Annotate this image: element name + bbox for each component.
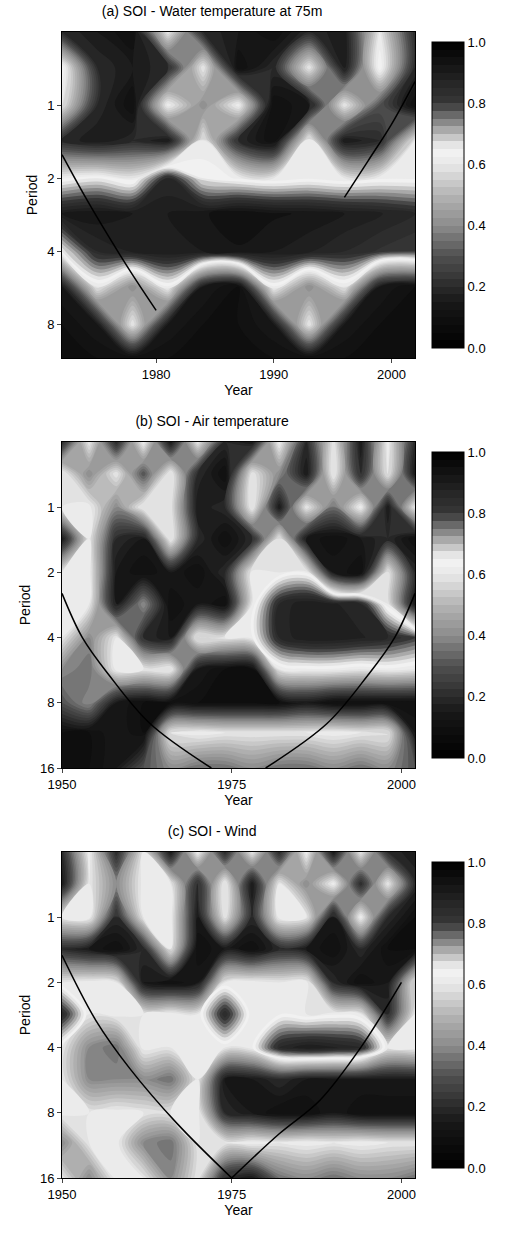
svg-text:0.6: 0.6 (468, 567, 486, 582)
svg-text:0.0: 0.0 (468, 1161, 486, 1176)
svg-text:1.0: 1.0 (468, 35, 486, 50)
svg-text:1990: 1990 (259, 367, 288, 382)
svg-text:Period: Period (17, 585, 33, 625)
svg-text:4: 4 (47, 244, 54, 259)
svg-text:1975: 1975 (217, 1187, 246, 1202)
svg-text:1975: 1975 (217, 777, 246, 792)
svg-text:1.0: 1.0 (468, 445, 486, 460)
svg-text:0.6: 0.6 (468, 157, 486, 172)
svg-text:2000: 2000 (387, 777, 416, 792)
svg-text:0.4: 0.4 (468, 628, 486, 643)
svg-text:2: 2 (47, 975, 54, 990)
svg-text:Year: Year (224, 382, 253, 398)
svg-text:8: 8 (47, 1105, 54, 1120)
svg-text:(a) SOI - Water temperature at: (a) SOI - Water temperature at 75m (102, 3, 322, 19)
svg-text:1950: 1950 (48, 777, 77, 792)
svg-text:(b) SOI - Air temperature: (b) SOI - Air temperature (135, 413, 288, 429)
svg-text:2000: 2000 (387, 1187, 416, 1202)
svg-text:0.6: 0.6 (468, 977, 486, 992)
svg-text:0.2: 0.2 (468, 1099, 486, 1114)
svg-text:1950: 1950 (48, 1187, 77, 1202)
svg-text:16: 16 (40, 1171, 54, 1186)
svg-text:0.8: 0.8 (468, 506, 486, 521)
svg-text:8: 8 (47, 317, 54, 332)
svg-text:4: 4 (47, 1040, 54, 1055)
svg-text:0.4: 0.4 (468, 218, 486, 233)
svg-text:8: 8 (47, 695, 54, 710)
svg-text:0.4: 0.4 (468, 1038, 486, 1053)
svg-text:Period: Period (24, 175, 40, 215)
svg-text:0.2: 0.2 (468, 279, 486, 294)
svg-text:Year: Year (224, 792, 253, 808)
svg-text:0.2: 0.2 (468, 689, 486, 704)
svg-text:1.0: 1.0 (468, 855, 486, 870)
svg-text:2: 2 (47, 171, 54, 186)
svg-text:1: 1 (47, 910, 54, 925)
svg-text:1: 1 (47, 500, 54, 515)
svg-text:0.0: 0.0 (468, 341, 486, 356)
svg-text:Period: Period (17, 995, 33, 1035)
svg-text:0.8: 0.8 (468, 96, 486, 111)
svg-text:1: 1 (47, 98, 54, 113)
svg-text:16: 16 (40, 761, 54, 776)
svg-text:2: 2 (47, 565, 54, 580)
svg-text:0.0: 0.0 (468, 751, 486, 766)
svg-text:0.8: 0.8 (468, 916, 486, 931)
svg-text:(c) SOI - Wind: (c) SOI - Wind (168, 823, 257, 839)
svg-text:2000: 2000 (377, 367, 406, 382)
svg-text:Year: Year (224, 1202, 253, 1218)
svg-text:4: 4 (47, 630, 54, 645)
svg-text:1980: 1980 (142, 367, 171, 382)
